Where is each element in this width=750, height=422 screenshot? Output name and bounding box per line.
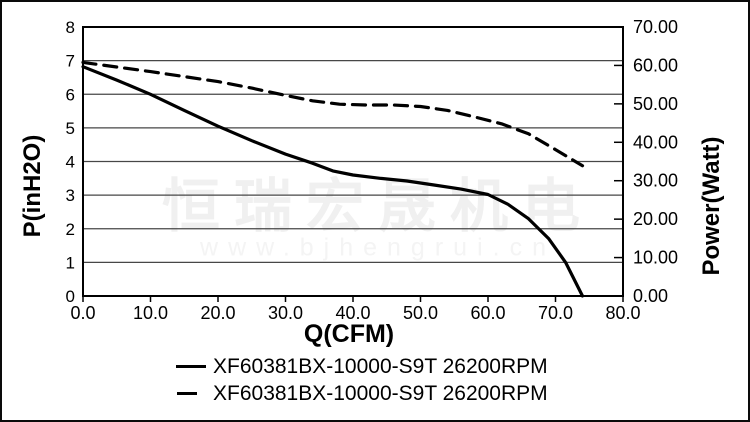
x-tick-label: 50.0 [403, 303, 438, 323]
y-left-tick-label: 6 [66, 85, 75, 104]
legend-item-power-curve: XF60381BX-10000-S9T 26200RPM [176, 380, 548, 407]
x-tick-label: 40.0 [335, 303, 370, 323]
x-axis-title: Q(CFM) [303, 320, 395, 348]
x-tick-label: 70.0 [538, 303, 573, 323]
y-left-tick-label: 1 [66, 253, 75, 272]
y-right-tick-label: 10.00 [633, 248, 678, 268]
x-tick-label: 30.0 [268, 303, 303, 323]
x-tick-label: 80.0 [605, 303, 640, 323]
x-tick-label: 60.0 [470, 303, 505, 323]
y-right-tick-label: 0.00 [633, 286, 668, 306]
curve-solid [81, 65, 585, 298]
x-tick-label: 20.0 [200, 303, 235, 323]
legend-item-pressure-curve: XF60381BX-10000-S9T 26200RPM [176, 353, 548, 380]
y-right-tick-label: 70.00 [633, 17, 678, 37]
y-left-tick-label: 0 [66, 287, 75, 306]
y-left-tick-label: 2 [66, 220, 75, 239]
curve-dashed [81, 60, 585, 168]
y-left-tick-label: 7 [66, 52, 75, 71]
legend: XF60381BX-10000-S9T 26200RPM XF60381BX-1… [176, 353, 548, 407]
y-axis-left-title: P(inH2O) [19, 134, 46, 238]
x-tick-label: 10.0 [133, 303, 168, 323]
y-axis-right-title: Power(Watt) [698, 136, 725, 276]
dashed-line-swatch-icon [177, 392, 197, 395]
legend-item-label: XF60381BX-10000-S9T 26200RPM [213, 354, 548, 378]
y-right-tick-label: 60.00 [633, 55, 678, 75]
y-left-tick-label: 3 [66, 186, 75, 205]
legend-item-label: XF60381BX-10000-S9T 26200RPM [213, 381, 548, 405]
x-tick-label: 0.0 [70, 303, 95, 323]
y-left-tick-label: 4 [66, 153, 75, 172]
plot-frame [82, 26, 624, 297]
y-right-tick-label: 20.00 [633, 209, 678, 229]
y-right-tick-label: 40.00 [633, 132, 678, 152]
solid-line-swatch-icon [176, 365, 206, 368]
y-right-tick-label: 30.00 [633, 171, 678, 191]
y-right-tick-label: 50.00 [633, 94, 678, 114]
y-left-tick-label: 8 [66, 18, 75, 37]
y-left-tick-label: 5 [66, 119, 75, 138]
